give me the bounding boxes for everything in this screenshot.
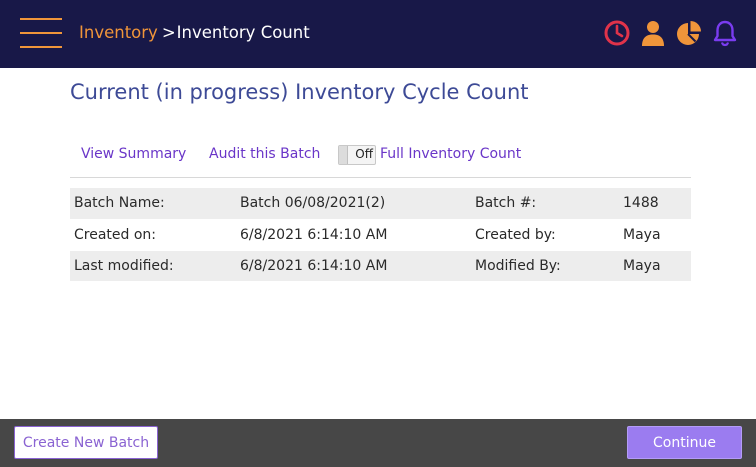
view-summary-link[interactable]: View Summary (81, 146, 187, 162)
audit-batch-link[interactable]: Audit this Batch (209, 146, 321, 162)
page-title: Current (in progress) Inventory Cycle Co… (70, 80, 529, 104)
action-bar: View Summary Audit this Batch Off Full I… (70, 142, 691, 178)
batch-number-label: Batch #: (475, 195, 537, 212)
footer-bar: Create New Batch Continue (0, 419, 756, 467)
create-new-batch-button[interactable]: Create New Batch (14, 426, 158, 459)
clock-icon[interactable] (603, 19, 631, 47)
last-modified-value: 6/8/2021 6:14:10 AM (240, 257, 388, 274)
created-by-label: Created by: (475, 226, 556, 243)
top-bar: Inventory >Inventory Count (0, 0, 756, 68)
last-modified-label: Last modified: (74, 257, 174, 274)
created-by-value: Maya (623, 226, 661, 243)
batch-number-value: 1488 (623, 195, 659, 212)
user-icon[interactable] (639, 19, 667, 47)
breadcrumb: Inventory >Inventory Count (79, 23, 310, 42)
breadcrumb-inventory-link[interactable]: Inventory (79, 23, 158, 42)
batch-name-label: Batch Name: (74, 195, 165, 212)
created-on-value: 6/8/2021 6:14:10 AM (240, 226, 388, 243)
table-row: Created on: 6/8/2021 6:14:10 AM Created … (70, 219, 691, 250)
batch-name-value: Batch 06/08/2021(2) (240, 195, 386, 212)
batch-info-table: Batch Name: Batch 06/08/2021(2) Batch #:… (70, 188, 691, 282)
continue-button[interactable]: Continue (627, 426, 742, 459)
table-row: Last modified: 6/8/2021 6:14:10 AM Modif… (70, 250, 691, 281)
breadcrumb-separator: > (161, 23, 176, 42)
toggle-state-label: Off (355, 147, 373, 161)
bell-icon[interactable] (711, 19, 739, 47)
table-row: Batch Name: Batch 06/08/2021(2) Batch #:… (70, 188, 691, 219)
breadcrumb-current: Inventory Count (176, 23, 310, 42)
modified-by-value: Maya (623, 257, 661, 274)
created-on-label: Created on: (74, 226, 157, 243)
pie-chart-icon[interactable] (675, 19, 703, 47)
full-inventory-label[interactable]: Full Inventory Count (380, 146, 522, 162)
toggle-knob (339, 146, 348, 164)
menu-icon[interactable] (20, 18, 62, 48)
full-inventory-toggle[interactable]: Off (338, 145, 376, 165)
modified-by-label: Modified By: (475, 257, 561, 274)
